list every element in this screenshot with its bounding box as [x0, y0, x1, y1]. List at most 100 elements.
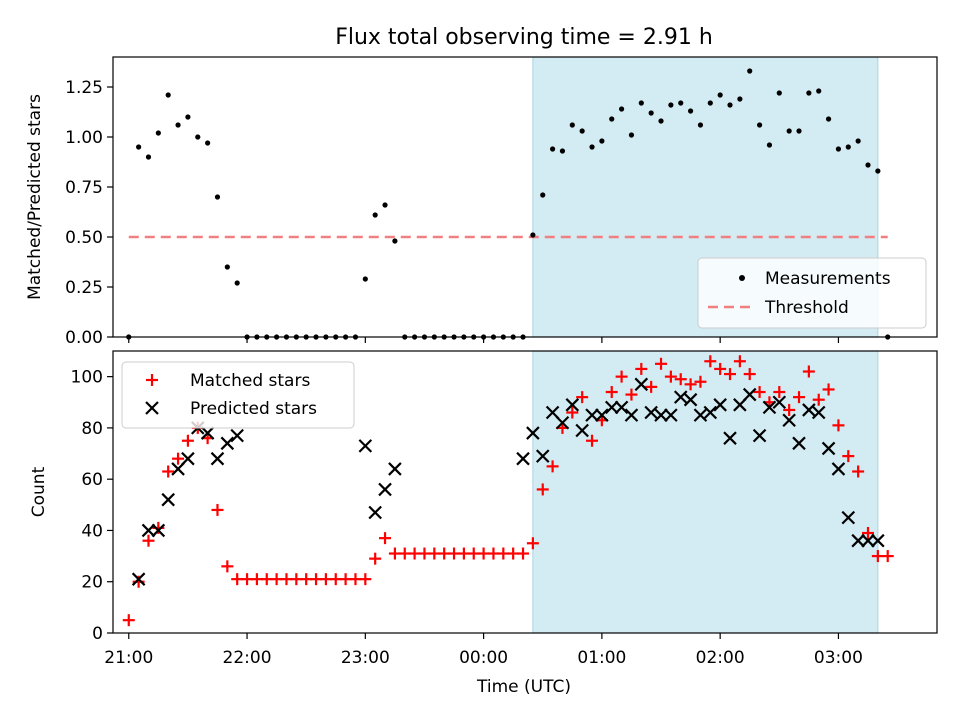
predicted-star-point [161, 492, 175, 507]
bottom-ylabel: Count [29, 466, 49, 517]
measurement-point [185, 114, 191, 120]
xtick-label: 03:00 [814, 648, 863, 668]
matched-star-point [842, 450, 855, 463]
predicted-star-point [555, 416, 570, 430]
matched-star-point [674, 373, 687, 386]
measurement-point [579, 128, 585, 134]
predicted-star-point [604, 400, 619, 415]
predicted-star-point [368, 505, 382, 520]
measurement-point [816, 88, 822, 94]
measurement-point [668, 102, 674, 108]
predicted-star-point [841, 510, 856, 525]
matched-star-point [733, 355, 746, 368]
matched-star-point [517, 547, 530, 560]
matched-star-point [862, 527, 875, 540]
measurement-point [835, 146, 842, 152]
matched-star-point [704, 355, 717, 368]
predicted-star-point [742, 387, 757, 402]
bottom-ytick-label: 0 [92, 624, 103, 644]
matched-star-point [576, 391, 589, 404]
predicted-star-point [220, 436, 235, 451]
legend-predicted-marker [145, 401, 159, 415]
bottom-ytick-label: 40 [81, 521, 103, 541]
bottom-legend-box [121, 361, 355, 429]
bottom-ytick-label: 20 [81, 573, 103, 593]
measurement-point [786, 128, 792, 134]
measurement-point [648, 110, 654, 116]
matched-star-point [359, 573, 372, 586]
top-ytick-label: 1.00 [65, 128, 103, 148]
matched-star-point [152, 521, 165, 534]
matched-star-point [664, 370, 677, 383]
predicted-star-point [664, 408, 678, 422]
legend-measurements-label: Measurements [765, 269, 891, 289]
predicted-star-point [683, 392, 698, 407]
matched-star-point [122, 614, 135, 627]
matched-star-point [645, 380, 658, 393]
measurement-point [145, 154, 152, 160]
measurement-point [559, 148, 566, 154]
matched-star-point [635, 362, 648, 375]
measurement-point [727, 102, 733, 108]
predicted-star-point [526, 426, 540, 440]
bottom-shaded-region [532, 350, 879, 634]
predicted-star-point [141, 523, 156, 538]
predicted-star-point [378, 482, 392, 497]
xtick-label: 02:00 [696, 648, 745, 668]
measurement-point [697, 122, 704, 128]
predicted-star-point [831, 462, 846, 476]
matched-star-point [793, 391, 806, 404]
predicted-star-point [171, 462, 185, 476]
predicted-star-point [516, 451, 530, 466]
top-legend: Measurements Threshold [697, 257, 927, 329]
matched-star-point [566, 406, 579, 419]
measurement-point [136, 144, 142, 150]
xtick-label: 22:00 [223, 648, 272, 668]
measurement-point [796, 128, 802, 134]
measurement-point [569, 122, 575, 128]
predicted-star-point [821, 441, 836, 456]
matched-star-point [724, 368, 737, 381]
measurement-point [678, 100, 684, 106]
bottom-panel: 0 20 40 60 80 100 21:00 22:00 23:00 00:00 01:00 02… [29, 350, 938, 697]
measurement-point [687, 108, 694, 114]
predicted-star-point [762, 400, 777, 415]
matched-star-point [142, 534, 155, 547]
predicted-star-point [545, 405, 560, 420]
predicted-star-point [861, 533, 875, 548]
measurement-point [234, 280, 240, 286]
predicted-star-point [131, 572, 146, 586]
measurement-point [776, 90, 782, 96]
matched-star-point [162, 465, 175, 478]
legend-matched-label: Matched stars [190, 371, 310, 391]
matched-star-point [211, 503, 224, 516]
predicted-star-point [782, 413, 796, 427]
predicted-star-point [713, 398, 727, 412]
measurement-point [392, 238, 398, 244]
legend-matched-marker [146, 374, 158, 386]
measurement-point [599, 138, 605, 144]
xtick-label: 21:00 [104, 648, 153, 668]
predicted-star-point [200, 426, 215, 440]
measurement-point [747, 68, 753, 74]
measurement-point [155, 130, 161, 136]
measurement-point [855, 138, 861, 144]
predicted-star-point [624, 408, 639, 422]
matched-star-point [881, 550, 894, 563]
measurement-point [372, 212, 378, 218]
predicted-star-point [871, 533, 885, 548]
bottom-ytick-label: 60 [81, 470, 103, 490]
top-legend-box [697, 257, 927, 329]
measurement-point [658, 118, 664, 124]
top-ytick-label: 1.25 [65, 78, 103, 98]
measurement-point [638, 100, 644, 106]
measurement-point [628, 132, 635, 138]
predicted-star-point [614, 400, 629, 415]
predicted-star-point [181, 451, 195, 466]
matched-star-point [625, 388, 638, 401]
matched-star-point [714, 362, 727, 375]
measurement-point [530, 232, 536, 238]
measurement-point [214, 194, 221, 200]
predicted-star-point [230, 428, 244, 443]
